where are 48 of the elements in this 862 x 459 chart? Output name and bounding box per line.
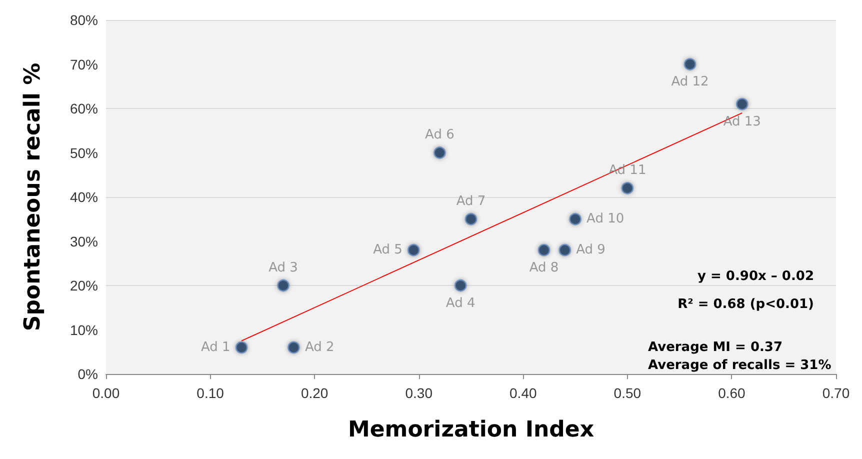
point: [433, 146, 446, 159]
y-tick-label: 50%: [70, 144, 98, 161]
x-tick-label: 0.40: [510, 385, 537, 401]
point: [558, 244, 572, 256]
data-label: Ad 1: [200, 340, 230, 355]
point: [538, 244, 550, 256]
data-label: Ad 2: [304, 340, 334, 355]
point: [407, 244, 420, 256]
x-tick-label: 0.10: [196, 385, 224, 401]
y-tick-label: 60%: [70, 100, 98, 116]
y-tick-label: 80%: [70, 12, 98, 28]
point: [736, 98, 748, 110]
x-axis-title: Memorization Index: [348, 418, 594, 442]
annotation: Average MI = 0.37: [648, 340, 783, 355]
point: [454, 279, 467, 292]
y-tick-label: 40%: [70, 189, 98, 205]
x-tick-label: 0.20: [300, 385, 328, 401]
x-tick-label: 0.70: [822, 385, 850, 401]
point: [621, 182, 634, 194]
y-tick-label: 20%: [70, 278, 98, 294]
point: [235, 341, 248, 354]
x-tick-label: 0.00: [92, 385, 120, 401]
annotation: y = 0.90x – 0.02: [697, 269, 814, 284]
x-tick-label: 0.50: [614, 385, 642, 401]
data-label: Ad 5: [373, 242, 402, 258]
data-label: Ad 3: [268, 260, 298, 276]
point: [277, 279, 290, 292]
point: [287, 341, 300, 354]
annotation: Average of recalls = 31%: [648, 358, 832, 373]
x-tick-label: 0.30: [405, 385, 433, 401]
point: [464, 212, 478, 226]
point: [569, 212, 582, 226]
annotation: R² = 0.68 (p<0.01): [678, 297, 814, 312]
y-tick-label: 0%: [78, 366, 98, 382]
data-label: Ad 9: [576, 242, 606, 258]
data-label: Ad 10: [586, 212, 624, 227]
data-label: Ad 12: [671, 74, 709, 90]
y-axis-title: Spontaneous recall %: [20, 62, 46, 332]
x-tick-label: 0.60: [718, 385, 746, 401]
y-tick-label: 10%: [70, 322, 98, 338]
data-label: Ad 6: [425, 128, 454, 142]
data-label: Ad 7: [456, 194, 486, 209]
data-label: Ad 8: [529, 260, 559, 276]
point: [684, 58, 696, 70]
data-label: Ad 4: [446, 296, 476, 311]
y-tick-label: 70%: [70, 56, 98, 72]
y-tick-label: 30%: [70, 233, 98, 250]
data-label: Ad 13: [723, 114, 761, 130]
